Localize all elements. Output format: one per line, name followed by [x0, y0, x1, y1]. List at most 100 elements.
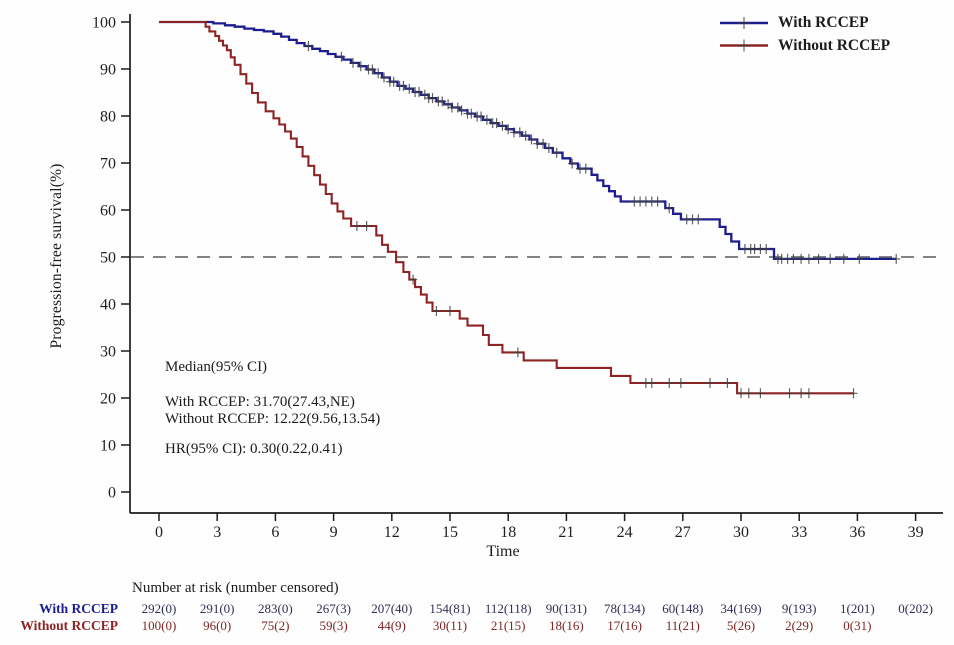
censor-mark [374, 68, 383, 79]
censor-mark [855, 253, 864, 264]
x-tick-label: 3 [213, 524, 221, 541]
km-curve-without-rccep [159, 20, 854, 395]
censor-mark [676, 378, 685, 388]
censor-mark [539, 138, 548, 149]
y-tick-label: 90 [100, 62, 116, 79]
risk-value: 112(118) [484, 601, 532, 616]
censor-mark [568, 158, 577, 169]
x-tick-label: 15 [442, 524, 458, 541]
censor-mark [349, 57, 357, 68]
risk-value: 60(148) [662, 601, 704, 616]
risk-value: 44(9) [377, 618, 406, 633]
x-tick-label: 39 [908, 524, 924, 541]
censor-mark [804, 388, 813, 399]
censor-mark [337, 51, 346, 62]
censor-mark [399, 80, 408, 91]
censor-mark [368, 64, 377, 75]
y-tick-label: 10 [100, 438, 116, 455]
risk-row-label-without-rccep: Without RCCEP [20, 618, 118, 633]
censor-mark [552, 147, 561, 158]
censor-mark [892, 253, 901, 264]
censor-mark [438, 96, 447, 107]
censor-mark [723, 378, 732, 388]
risk-row-label-with-rccep: With RCCEP [39, 601, 118, 616]
x-tick-label: 21 [558, 524, 574, 541]
legend-label-without-rccep: Without RCCEP [778, 36, 891, 54]
censor-mark [814, 253, 823, 264]
x-axis-title: Time [486, 543, 520, 560]
censor-mark [849, 388, 858, 399]
censor-mark [521, 130, 530, 141]
risk-value: 30(11) [432, 618, 468, 633]
censor-mark [356, 61, 365, 72]
x-tick-label: 27 [675, 524, 691, 541]
risk-table-title: Number at risk (number censored) [132, 580, 339, 596]
censor-mark [647, 378, 656, 388]
censor-mark [513, 347, 522, 358]
y-tick-label: 20 [100, 391, 116, 408]
censor-mark [694, 214, 703, 225]
censor-mark [498, 120, 507, 131]
censor-mark [665, 203, 674, 214]
censor-mark [446, 306, 454, 316]
y-tick-label: 100 [92, 15, 116, 32]
x-tick-label: 6 [271, 524, 279, 541]
y-axis-title: Progression-free survival(%) [48, 163, 65, 349]
risk-value: 17(16) [607, 618, 642, 633]
censor-mark [826, 253, 835, 264]
censor-mark [380, 72, 388, 83]
risk-value: 9(193) [781, 601, 817, 616]
y-tick-label: 80 [100, 109, 116, 126]
censor-mark [389, 76, 398, 87]
risk-value: 291(0) [199, 601, 235, 616]
censor-mark [665, 378, 674, 388]
x-tick-label: 12 [384, 524, 400, 541]
x-tick-label: 30 [733, 524, 749, 541]
censor-mark [839, 253, 848, 264]
y-tick-label: 70 [100, 156, 116, 173]
annotation-median-with-rccep: With RCCEP: 31.70(27.43,NE) [165, 394, 355, 410]
risk-value: 59(3) [319, 618, 348, 633]
legend-censor-marker [738, 17, 750, 29]
risk-value: 90(131) [545, 601, 587, 616]
legend-censor-marker [738, 39, 750, 52]
risk-value: 21(15) [490, 618, 526, 633]
y-tick-label: 40 [100, 297, 116, 314]
censor-mark [477, 111, 485, 122]
censor-mark [409, 274, 418, 285]
censor-mark [504, 124, 513, 135]
risk-value: 0(31) [843, 618, 872, 633]
x-tick-label: 0 [155, 524, 163, 541]
censor-mark [457, 105, 466, 116]
censor-mark [797, 253, 806, 264]
censor-mark [405, 83, 414, 94]
annotation-hazard-ratio: HR(95% CI): 0.30(0.22,0.41) [165, 441, 343, 457]
y-tick-label: 60 [100, 203, 116, 220]
risk-value: 2(29) [785, 618, 814, 633]
censor-mark [432, 306, 441, 316]
y-tick-label: 50 [100, 250, 116, 267]
censor-mark [515, 127, 524, 138]
risk-value: 75(2) [261, 618, 290, 633]
censor-mark [762, 244, 771, 254]
risk-value: 207(40) [371, 601, 413, 616]
risk-value: 0(202) [898, 601, 933, 616]
x-tick-label: 9 [330, 524, 338, 541]
x-tick-label: 18 [500, 524, 516, 541]
x-tick-label: 36 [849, 524, 865, 541]
censor-mark [797, 388, 806, 399]
annotation-median-without-rccep: Without RCCEP: 12.22(9.56,13.54) [165, 410, 381, 427]
censor-mark [804, 253, 813, 264]
annotation-median-header: Median(95% CI) [165, 359, 268, 375]
km-curve-with-rccep [159, 20, 897, 261]
censor-mark [785, 388, 794, 399]
risk-value: 78(134) [604, 601, 646, 616]
censor-mark [415, 87, 423, 97]
risk-value: 283(0) [258, 601, 293, 616]
risk-value: 154(81) [429, 601, 471, 616]
x-tick-label: 33 [791, 524, 807, 541]
risk-value: 18(16) [549, 618, 584, 633]
censor-mark [544, 143, 553, 153]
